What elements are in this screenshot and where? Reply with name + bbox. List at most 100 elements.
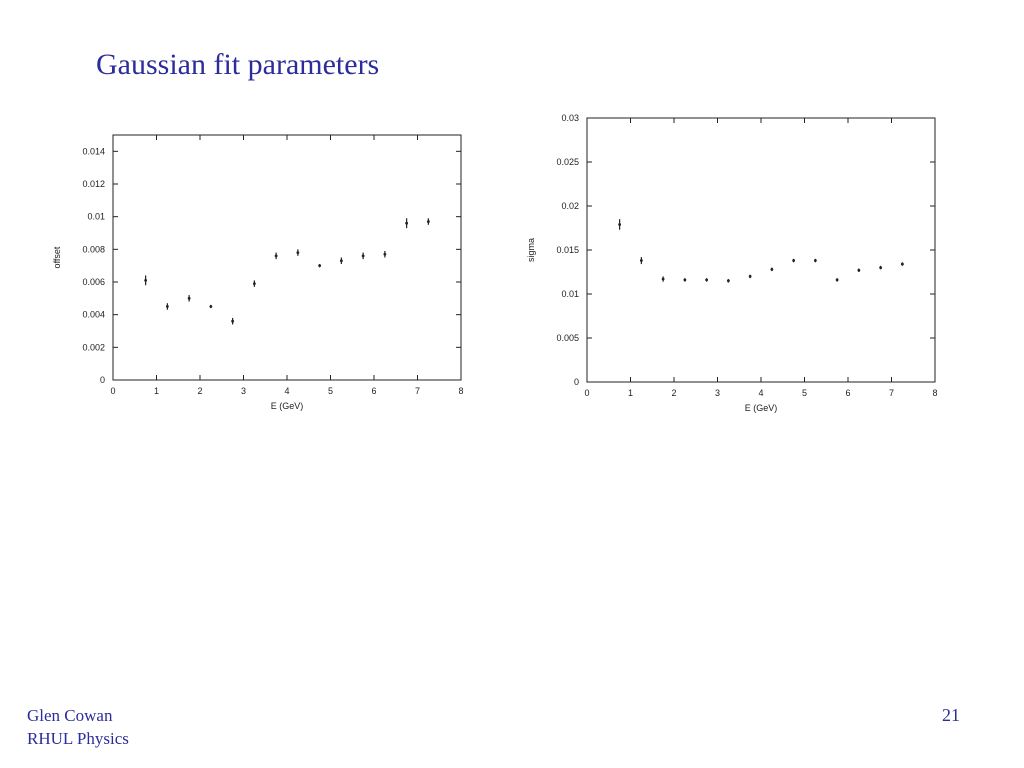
- data-point: [383, 250, 387, 258]
- y-tick-label: 0.03: [561, 113, 579, 123]
- data-point: [857, 268, 861, 272]
- x-axis-label: E (GeV): [271, 401, 304, 411]
- point-marker: [726, 279, 730, 283]
- data-point: [639, 257, 643, 265]
- y-tick-label: 0.004: [82, 310, 105, 320]
- x-tick-label: 8: [932, 388, 937, 398]
- x-tick-label: 4: [758, 388, 763, 398]
- point-marker: [900, 262, 904, 266]
- point-marker: [748, 275, 752, 278]
- data-point: [231, 317, 235, 325]
- x-tick-label: 6: [845, 388, 850, 398]
- data-point: [274, 252, 278, 260]
- data-point: [209, 304, 213, 309]
- data-point: [187, 295, 191, 302]
- point-marker: [426, 220, 430, 223]
- y-tick-label: 0.002: [82, 342, 105, 352]
- plot-frame: [586, 117, 936, 383]
- x-tick-label: 1: [154, 386, 159, 396]
- point-marker: [639, 259, 643, 262]
- data-point: [405, 218, 409, 229]
- data-point: [426, 218, 430, 225]
- data-point: [318, 264, 322, 268]
- data-point: [835, 278, 839, 282]
- x-tick-label: 7: [889, 388, 894, 398]
- data-point: [813, 258, 817, 263]
- y-tick-label: 0.02: [561, 201, 579, 211]
- x-tick-label: 5: [328, 386, 333, 396]
- point-marker: [618, 223, 622, 226]
- x-tick-label: 2: [197, 386, 202, 396]
- point-marker: [296, 251, 300, 255]
- point-marker: [661, 277, 665, 281]
- point-marker: [187, 296, 191, 300]
- point-marker: [339, 259, 343, 263]
- point-marker: [209, 305, 213, 308]
- data-point: [770, 267, 774, 272]
- y-tick-label: 0.01: [87, 212, 105, 222]
- point-marker: [879, 266, 883, 269]
- x-tick-label: 3: [715, 388, 720, 398]
- point-marker: [405, 221, 409, 225]
- data-point: [683, 278, 687, 282]
- y-axis-label: offset: [52, 246, 62, 268]
- data-point: [296, 249, 300, 256]
- y-tick-label: 0.015: [556, 245, 579, 255]
- y-tick-label: 0.012: [82, 179, 105, 189]
- y-tick-label: 0.01: [561, 289, 579, 299]
- y-axis-label: sigma: [526, 238, 536, 262]
- data-point: [748, 274, 752, 279]
- x-tick-label: 3: [241, 386, 246, 396]
- x-tick-label: 7: [415, 386, 420, 396]
- plot-frame: [112, 134, 462, 381]
- point-marker: [361, 254, 365, 258]
- x-tick-label: 6: [371, 386, 376, 396]
- point-marker: [144, 278, 148, 282]
- sigma-chart: 0 1 2 3 4 5 6 7 8 0 0.005 0.01 0.015 0.02 0.025 0.03 E (…: [526, 113, 938, 413]
- y-tick-label: 0: [100, 375, 105, 385]
- data-point: [361, 252, 365, 260]
- x-tick-label: 5: [802, 388, 807, 398]
- point-marker: [835, 278, 839, 282]
- point-marker: [792, 259, 796, 262]
- point-marker: [857, 268, 861, 272]
- data-point: [165, 303, 169, 310]
- point-marker: [165, 305, 169, 308]
- data-point: [661, 276, 665, 282]
- x-tick-label: 0: [584, 388, 589, 398]
- point-marker: [231, 319, 235, 323]
- y-tick-label: 0.014: [82, 146, 105, 156]
- data-point: [618, 219, 622, 230]
- point-marker: [274, 254, 278, 258]
- slide-title: Gaussian fit parameters: [96, 48, 380, 81]
- point-marker: [252, 282, 256, 286]
- x-tick-label: 4: [284, 386, 289, 396]
- x-axis-label: E (GeV): [745, 403, 778, 413]
- author-name: Glen Cowan: [27, 706, 113, 725]
- page-number: 21: [942, 705, 960, 725]
- point-marker: [683, 278, 687, 282]
- x-tick-label: 1: [628, 388, 633, 398]
- point-marker: [705, 278, 709, 282]
- point-marker: [813, 259, 817, 262]
- point-marker: [770, 267, 774, 271]
- data-point: [726, 279, 730, 283]
- x-tick-label: 0: [110, 386, 115, 396]
- point-marker: [383, 252, 387, 256]
- footer: Glen Cowan RHUL Physics: [27, 704, 129, 750]
- data-point: [252, 280, 256, 287]
- data-point: [339, 257, 343, 265]
- y-tick-label: 0.025: [556, 157, 579, 167]
- data-point: [792, 258, 796, 263]
- y-tick-label: 0: [574, 377, 579, 387]
- y-tick-label: 0.005: [556, 333, 579, 343]
- data-point: [705, 278, 709, 282]
- x-tick-label: 2: [671, 388, 676, 398]
- y-tick-label: 0.006: [82, 277, 105, 287]
- data-point: [879, 265, 883, 270]
- y-tick-label: 0.008: [82, 244, 105, 254]
- x-tick-label: 8: [458, 386, 463, 396]
- data-point: [144, 275, 148, 286]
- offset-chart: 0 1 2 3 4 5 6 7 8 0 0.002 0.004 0.006 0.008 0.01 0.012 0…: [52, 134, 464, 411]
- data-point: [900, 262, 904, 266]
